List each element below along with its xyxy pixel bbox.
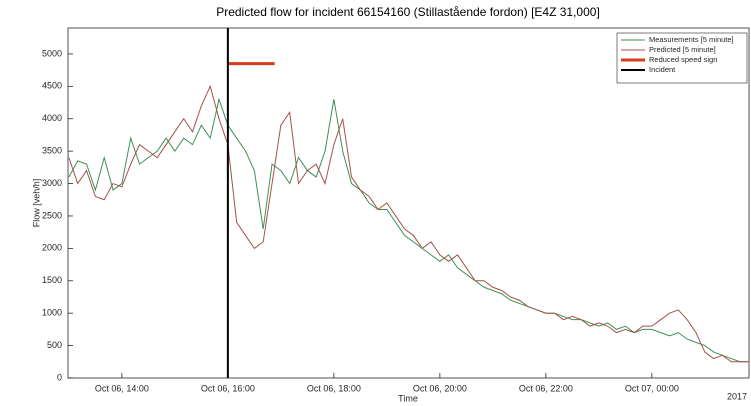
legend-box <box>616 32 748 84</box>
x-axis-label: Time <box>398 393 418 403</box>
y-tick-label: 3000 <box>42 178 62 188</box>
plot-frame <box>67 27 750 379</box>
y-axis-label: Flow [veh/h] <box>31 179 41 228</box>
x-tick-label: Oct 07, 00:00 <box>625 383 679 393</box>
x-tick-label: Oct 06, 16:00 <box>201 383 255 393</box>
x-tick-label: Oct 06, 14:00 <box>95 383 149 393</box>
legend-text: Measurements [5 minute] <box>649 35 734 44</box>
y-tick-label: 5000 <box>42 48 62 58</box>
y-tick-label: 3500 <box>42 146 62 156</box>
y-tick-label: 2500 <box>42 210 62 220</box>
y-tick-label: 2000 <box>42 243 62 253</box>
y-tick-label: 4000 <box>42 113 62 123</box>
y-tick-label: 1000 <box>42 308 62 318</box>
y-tick-label: 500 <box>47 340 62 350</box>
legend-text: Incident <box>649 65 676 74</box>
legend-text: Reduced speed sign <box>649 55 717 64</box>
y-tick-label: 1500 <box>42 275 62 285</box>
y-tick-label: 4500 <box>42 81 62 91</box>
legend-text: Predicted [5 minute] <box>649 45 716 54</box>
x-annotation: 2017 <box>727 391 747 401</box>
series-line <box>68 84 749 363</box>
x-tick-label: Oct 06, 18:00 <box>307 383 361 393</box>
x-tick-label: Oct 06, 20:00 <box>413 383 467 393</box>
x-tick-label: Oct 06, 22:00 <box>519 383 573 393</box>
chart-title: Predicted flow for incident 66154160 (St… <box>216 5 600 19</box>
y-tick-label: 0 <box>57 372 62 382</box>
